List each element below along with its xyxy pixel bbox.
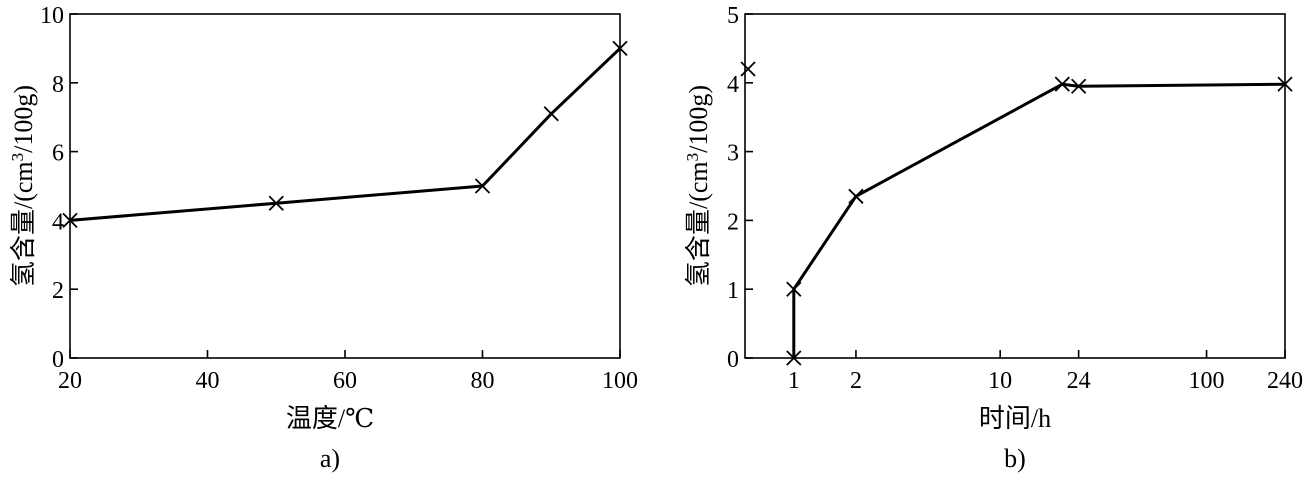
y-tick-label-b-4: 4 xyxy=(727,72,739,98)
plot-frame-b xyxy=(744,13,1286,359)
y-tick-label-b-5: 5 xyxy=(727,3,739,29)
y-tick-label-a-4: 8 xyxy=(52,72,64,98)
y-tick-label-b-2: 2 xyxy=(727,209,739,235)
data-point-a-4 xyxy=(612,40,628,57)
x-tick-label-a-0: 20 xyxy=(58,368,82,394)
panel-caption-b: b) xyxy=(1004,444,1026,473)
y-axis-title-a: 氢含量/(cm3/100g) xyxy=(8,85,38,287)
x-tick-label-b-2: 10 xyxy=(988,368,1012,394)
y-tick-label-b-1: 1 xyxy=(727,278,739,304)
y-tick-label-a-0: 0 xyxy=(52,347,64,373)
x-tick-label-a-3: 80 xyxy=(471,368,495,394)
chart-panel-b: 1 2 10 24 100 240 0 1 2 3 4 5 时间/h 氢含量/(cm3/100g) b… xyxy=(683,3,1303,473)
chart-panel-a: 20 40 60 80 100 0 2 4 6 8 10 温度/℃ 氢含量/(cm3/100g) a… xyxy=(8,3,638,473)
y-tick-label-b-3: 3 xyxy=(727,141,739,167)
panel-caption-a: a) xyxy=(320,444,340,473)
x-axis-title-b: 时间/h xyxy=(979,404,1051,433)
series-group-b xyxy=(740,61,1293,366)
x-tick-label-a-1: 40 xyxy=(196,368,220,394)
x-tick-label-b-0: 1 xyxy=(788,368,800,394)
data-point-a-1 xyxy=(268,195,284,211)
x-tick-label-b-1: 2 xyxy=(850,368,862,394)
data-point-b-3 xyxy=(1054,76,1070,92)
y-axis-title-b: 氢含量/(cm3/100g) xyxy=(683,85,713,287)
data-point-a-0 xyxy=(62,212,78,229)
y-tick-label-b-0: 0 xyxy=(727,347,739,373)
data-point-a-2 xyxy=(474,178,491,194)
tick-group-a: 20 40 60 80 100 0 2 4 6 8 10 xyxy=(40,3,638,394)
data-point-b-5 xyxy=(1277,76,1293,92)
series-line-b-0 xyxy=(792,82,1286,358)
plot-frame-a xyxy=(69,13,621,359)
series-group-a xyxy=(62,40,628,229)
x-tick-label-b-4: 100 xyxy=(1189,368,1225,394)
y-tick-label-a-5: 10 xyxy=(40,3,64,29)
x-tick-label-b-5: 240 xyxy=(1267,368,1303,394)
data-point-b-4 xyxy=(1071,78,1087,94)
tick-group-b: 1 2 10 24 100 240 0 1 2 3 4 5 xyxy=(727,3,1303,394)
data-point-b-2 xyxy=(848,188,864,204)
data-point-a-3 xyxy=(543,106,559,122)
x-tick-label-a-2: 60 xyxy=(333,368,357,394)
x-axis-title-a: 温度/℃ xyxy=(286,404,374,433)
y-tick-label-a-2: 4 xyxy=(52,209,64,235)
x-tick-label-a-4: 100 xyxy=(602,368,638,394)
extra-point-b-0 xyxy=(740,61,756,77)
y-tick-label-a-1: 2 xyxy=(52,278,64,304)
x-tick-label-b-3: 24 xyxy=(1067,368,1091,394)
data-point-b-0 xyxy=(786,350,802,366)
series-line-a-0 xyxy=(69,47,622,222)
data-point-b-1 xyxy=(786,281,802,297)
y-tick-label-a-3: 6 xyxy=(52,141,64,167)
